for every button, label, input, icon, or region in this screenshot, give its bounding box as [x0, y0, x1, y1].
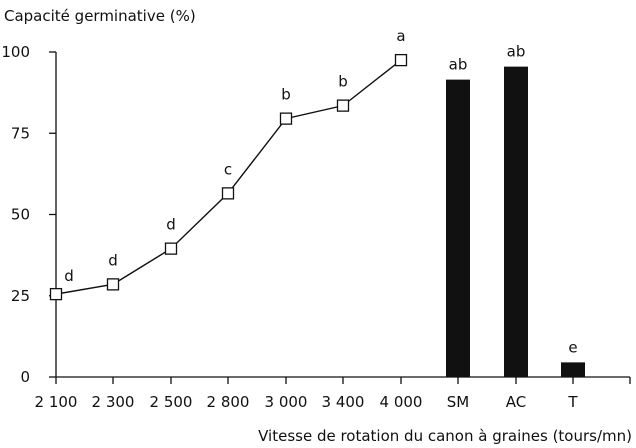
data-point-marker: [164, 242, 178, 255]
x-tick-label: 3 000: [265, 393, 308, 411]
y-tick-label: 50: [11, 206, 30, 224]
point-significance-letter: d: [166, 216, 176, 234]
bar-series: [446, 66, 585, 377]
significance-letters: ab ab e d d d c b b a: [64, 27, 577, 356]
data-point-marker: [106, 278, 120, 291]
y-tick-label: 0: [20, 368, 30, 386]
x-axis-ticks: 2 100 2 300 2 500 2 800 3 000 3 400 4 000 SM AC T: [35, 377, 631, 411]
point-significance-letter: a: [396, 27, 405, 45]
bar-sm: [446, 79, 470, 377]
bar-significance-letter: ab: [449, 56, 468, 74]
bar-ac: [504, 66, 528, 377]
x-tick-label: 2 800: [207, 393, 250, 411]
x-tick-label: 4 000: [380, 393, 423, 411]
data-point-marker: [336, 99, 350, 112]
bar-significance-letter: ab: [507, 43, 526, 61]
point-significance-letter: d: [108, 251, 118, 269]
point-significance-letter: d: [64, 267, 74, 285]
point-significance-letter: b: [281, 86, 291, 104]
y-tick-label: 25: [11, 287, 30, 305]
y-tick-label: 100: [1, 43, 30, 61]
x-tick-label: SM: [447, 393, 469, 411]
x-tick-label: 2 500: [150, 393, 193, 411]
x-tick-label: 2 100: [35, 393, 78, 411]
x-tick-label: 2 300: [92, 393, 135, 411]
y-axis-ticks: 0 25 50 75 100: [1, 43, 56, 386]
bar-t: [561, 362, 585, 377]
y-tick-label: 75: [11, 124, 30, 142]
x-tick-label: 3 400: [322, 393, 365, 411]
point-significance-letter: b: [338, 73, 348, 91]
data-point-marker: [279, 112, 293, 125]
x-axis-title: Vitesse de rotation du canon à graines (…: [258, 427, 632, 445]
point-significance-letter: c: [224, 160, 232, 178]
data-point-marker: [49, 287, 63, 301]
x-tick-label: T: [567, 393, 578, 411]
y-axis-title: Capacité germinative (%): [4, 7, 196, 25]
bar-significance-letter: e: [568, 338, 577, 356]
data-point-marker: [221, 187, 235, 200]
x-tick-label: AC: [506, 393, 526, 411]
data-point-marker: [394, 53, 408, 67]
point-markers: [49, 53, 408, 301]
